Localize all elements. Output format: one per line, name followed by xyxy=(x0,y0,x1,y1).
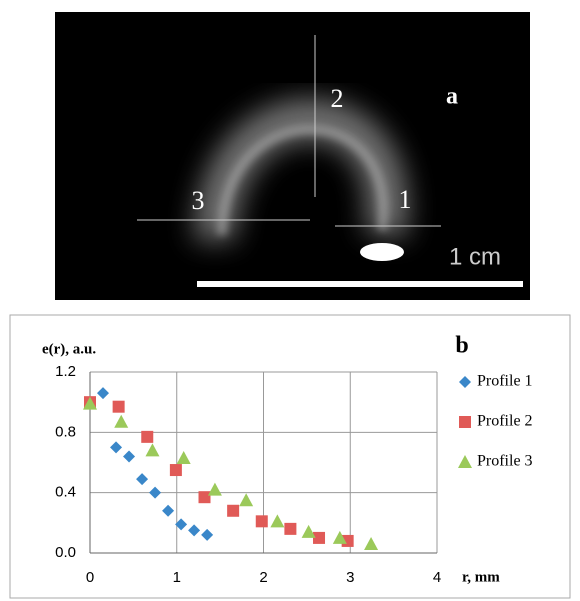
x-tick-label: 4 xyxy=(433,569,441,586)
legend-marker xyxy=(458,455,472,468)
electrode xyxy=(360,243,404,261)
point xyxy=(239,493,254,507)
scale-text: 1 cm xyxy=(449,243,501,270)
point xyxy=(176,450,191,464)
x-tick-label: 1 xyxy=(173,569,181,586)
point xyxy=(97,387,110,400)
point xyxy=(141,430,154,443)
x-axis-label: r, mm xyxy=(462,569,500,585)
line-label: 2 xyxy=(331,84,344,113)
legend-marker xyxy=(459,376,471,388)
point xyxy=(114,414,129,428)
x-tick-label: 3 xyxy=(346,569,354,586)
chart-frame xyxy=(9,314,571,599)
point xyxy=(175,518,188,531)
point xyxy=(255,515,268,528)
point xyxy=(136,473,149,486)
point xyxy=(83,396,97,410)
image-background xyxy=(55,12,530,300)
point xyxy=(110,441,123,454)
y-tick-label: 1.2 xyxy=(55,363,76,380)
plasma-core xyxy=(217,124,389,236)
point xyxy=(227,504,240,517)
point xyxy=(162,504,175,517)
point xyxy=(364,536,379,550)
point xyxy=(284,522,297,535)
point xyxy=(201,528,214,541)
legend-label: Profile 2 xyxy=(477,413,533,430)
point xyxy=(169,464,182,477)
point xyxy=(341,534,354,547)
legend-label: Profile 1 xyxy=(477,373,533,390)
line-label: 3 xyxy=(192,186,205,215)
point xyxy=(198,491,211,504)
point xyxy=(188,524,201,537)
point xyxy=(332,530,347,544)
point xyxy=(270,514,285,528)
point xyxy=(301,524,316,538)
y-tick-label: 0.0 xyxy=(55,544,76,561)
image-panel: 1 cm 1 2 3 a xyxy=(55,12,530,300)
point xyxy=(313,531,326,544)
point xyxy=(207,482,222,496)
legend-marker xyxy=(459,416,471,428)
point xyxy=(145,443,160,457)
x-tick-label: 0 xyxy=(86,569,94,586)
panel-label: a xyxy=(446,84,458,110)
point xyxy=(123,450,136,463)
point xyxy=(112,400,125,413)
legend-label: Profile 3 xyxy=(477,453,533,470)
x-tick-label: 2 xyxy=(259,569,267,586)
point xyxy=(149,486,162,499)
panel-label: b xyxy=(455,333,468,359)
line-label: 1 xyxy=(399,185,412,214)
y-axis-label: e(r), a.u. xyxy=(42,341,96,357)
y-tick-label: 0.4 xyxy=(55,484,76,501)
y-tick-label: 0.8 xyxy=(55,423,76,440)
